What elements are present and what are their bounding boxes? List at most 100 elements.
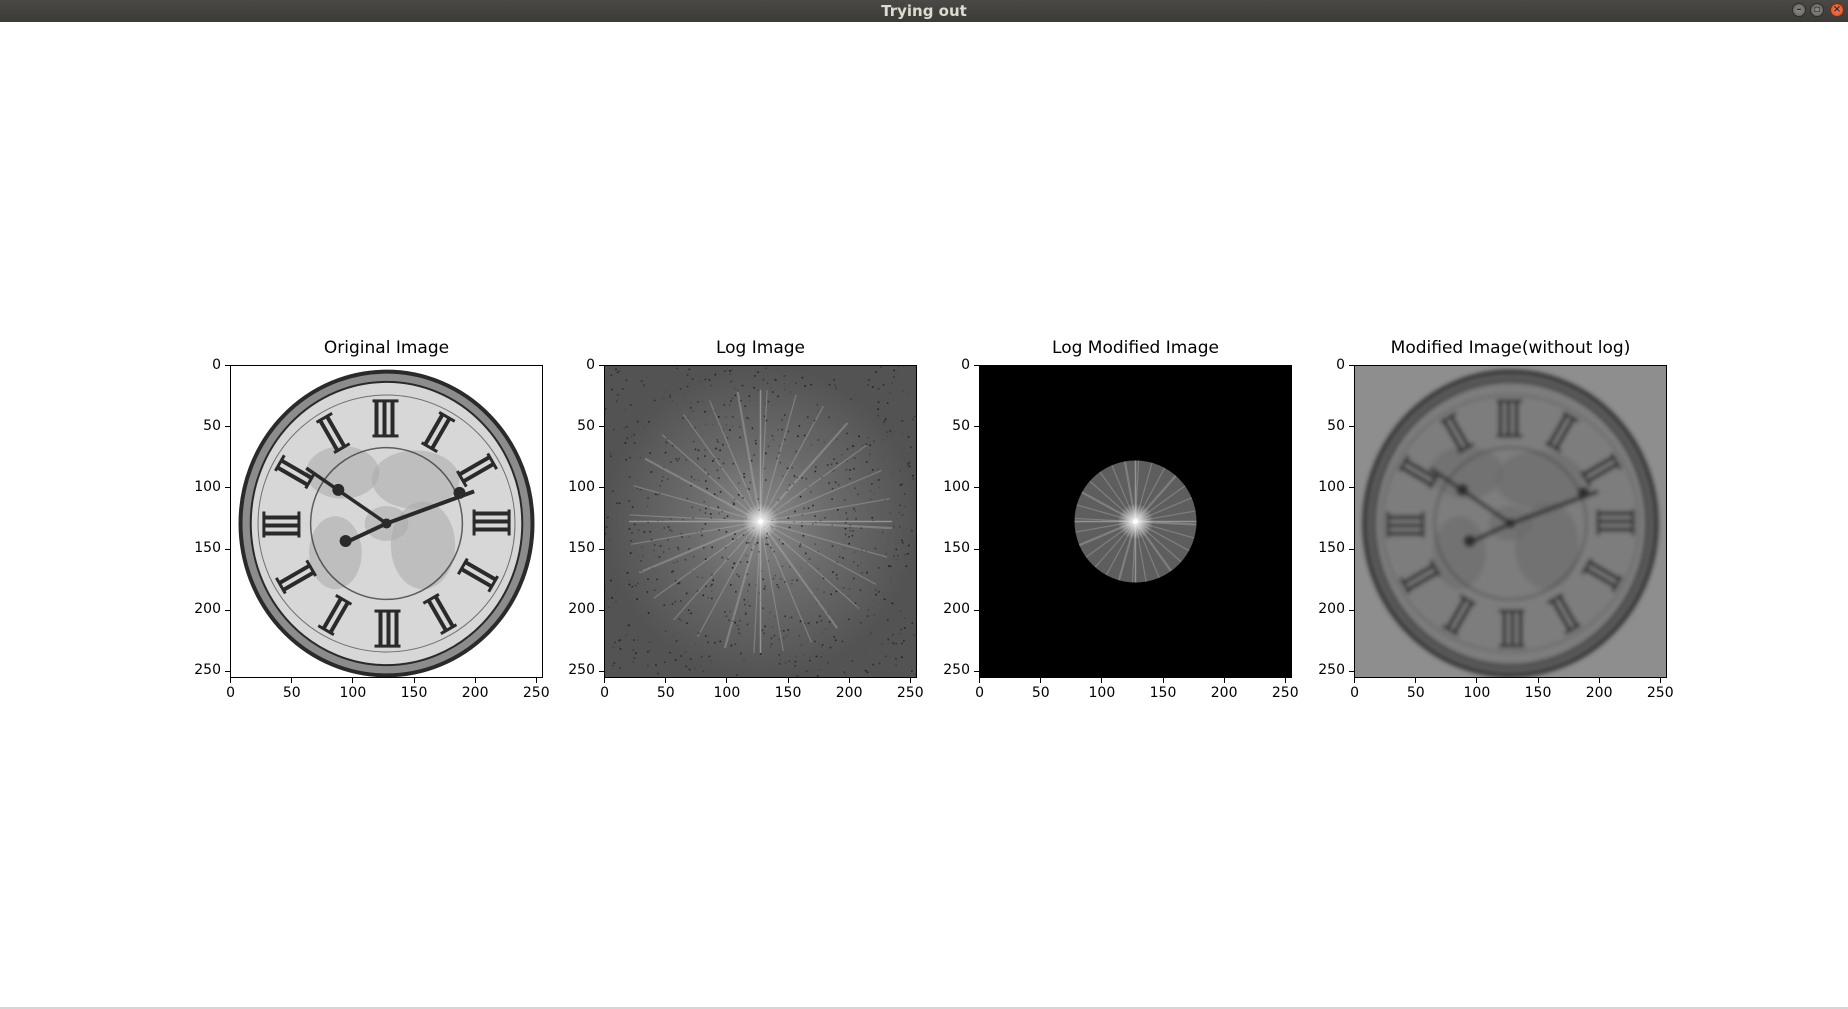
window-title: Trying out	[881, 2, 967, 20]
x-tick-label: 100	[339, 685, 367, 701]
y-tick-label: 250	[943, 662, 970, 679]
close-icon: ×	[1832, 4, 1842, 15]
x-tick-label: 0	[226, 685, 236, 701]
y-tick-label: 250	[568, 662, 595, 679]
y-tick-mark	[974, 426, 979, 428]
x-tick-label: 0	[600, 685, 610, 701]
x-tick-mark	[1162, 678, 1164, 683]
y-tick-mark	[974, 670, 979, 672]
image-axes	[604, 365, 917, 678]
y-tick-label: 200	[1318, 601, 1345, 618]
y-tick-label: 0	[1336, 356, 1345, 373]
y-tick-mark	[1349, 487, 1354, 489]
image-axes	[979, 365, 1292, 678]
close-button[interactable]: ×	[1830, 3, 1844, 17]
x-tick-label: 250	[522, 685, 550, 701]
x-tick-label: 50	[282, 685, 301, 701]
x-tick-mark	[352, 678, 354, 683]
image-axes	[230, 365, 543, 678]
maximize-icon: ▫	[1813, 4, 1821, 15]
y-tick-mark	[599, 548, 604, 550]
x-tick-label: 50	[656, 685, 675, 701]
x-tick-label: 250	[1271, 685, 1299, 701]
y-tick-mark	[225, 609, 230, 611]
x-tick-label: 150	[400, 685, 428, 701]
y-tick-mark	[599, 365, 604, 367]
window-bottom-border	[0, 1007, 1848, 1009]
y-tick-label: 50	[952, 417, 970, 434]
x-tick-mark	[291, 678, 293, 683]
y-tick-mark	[599, 609, 604, 611]
x-tick-label: 0	[1350, 685, 1360, 701]
y-tick-mark	[599, 487, 604, 489]
panel-title: Original Image	[323, 338, 450, 358]
y-tick-label: 50	[1327, 417, 1345, 434]
y-tick-mark	[225, 487, 230, 489]
y-tick-label: 250	[194, 662, 221, 679]
y-tick-label: 100	[943, 478, 970, 495]
y-tick-label: 100	[568, 478, 595, 495]
x-tick-mark	[1415, 678, 1417, 683]
x-tick-mark	[787, 678, 789, 683]
x-tick-label: 50	[1406, 685, 1425, 701]
y-tick-label: 100	[194, 478, 221, 495]
x-tick-mark	[604, 678, 606, 683]
y-tick-mark	[225, 426, 230, 428]
y-tick-label: 200	[194, 601, 221, 618]
x-tick-mark	[1354, 678, 1356, 683]
maximize-button[interactable]: ▫	[1810, 3, 1824, 17]
x-tick-mark	[474, 678, 476, 683]
minimize-button[interactable]: –	[1792, 3, 1806, 17]
x-tick-mark	[1476, 678, 1478, 683]
panel-title: Log Image	[715, 338, 805, 358]
window-titlebar: Trying out – ▫ ×	[0, 0, 1848, 22]
x-tick-mark	[1040, 678, 1042, 683]
y-tick-label: 0	[961, 356, 970, 373]
x-tick-mark	[726, 678, 728, 683]
x-tick-mark	[1284, 678, 1286, 683]
y-tick-label: 50	[577, 417, 595, 434]
spectrum	[604, 365, 917, 678]
x-tick-mark	[909, 678, 911, 683]
x-tick-label: 0	[975, 685, 985, 701]
x-tick-mark	[848, 678, 850, 683]
y-tick-label: 250	[1318, 662, 1345, 679]
x-tick-label: 150	[1524, 685, 1552, 701]
x-tick-label: 100	[1088, 685, 1116, 701]
y-tick-mark	[1349, 609, 1354, 611]
y-tick-label: 100	[1318, 478, 1345, 495]
minimize-icon: –	[1796, 4, 1802, 15]
x-tick-label: 200	[1210, 685, 1238, 701]
y-tick-label: 150	[943, 540, 970, 556]
y-tick-mark	[599, 426, 604, 428]
y-tick-mark	[974, 609, 979, 611]
x-tick-mark	[665, 678, 667, 683]
x-tick-label: 250	[1646, 685, 1674, 701]
panel-title: Log Modified Image	[1052, 338, 1219, 358]
x-tick-mark	[1537, 678, 1539, 683]
y-tick-label: 50	[203, 417, 221, 434]
y-tick-mark	[974, 548, 979, 550]
panel-title: Modified Image(without log)	[1390, 338, 1631, 358]
y-tick-mark	[974, 365, 979, 367]
y-tick-mark	[599, 670, 604, 672]
y-tick-mark	[1349, 670, 1354, 672]
y-tick-mark	[1349, 426, 1354, 428]
y-tick-mark	[225, 548, 230, 550]
x-tick-label: 200	[461, 685, 489, 701]
y-tick-label: 150	[194, 540, 221, 556]
x-tick-mark	[1598, 678, 1600, 683]
x-tick-label: 50	[1031, 685, 1050, 701]
x-tick-label: 200	[835, 685, 863, 701]
x-tick-mark	[535, 678, 537, 683]
y-tick-mark	[1349, 365, 1354, 367]
x-tick-label: 200	[1585, 685, 1613, 701]
y-tick-label: 200	[568, 601, 595, 618]
y-tick-label: 150	[1318, 540, 1345, 556]
x-tick-mark	[1101, 678, 1103, 683]
x-tick-mark	[413, 678, 415, 683]
y-tick-mark	[1349, 548, 1354, 550]
x-tick-label: 100	[713, 685, 741, 701]
x-tick-label: 150	[1149, 685, 1177, 701]
y-tick-mark	[974, 487, 979, 489]
